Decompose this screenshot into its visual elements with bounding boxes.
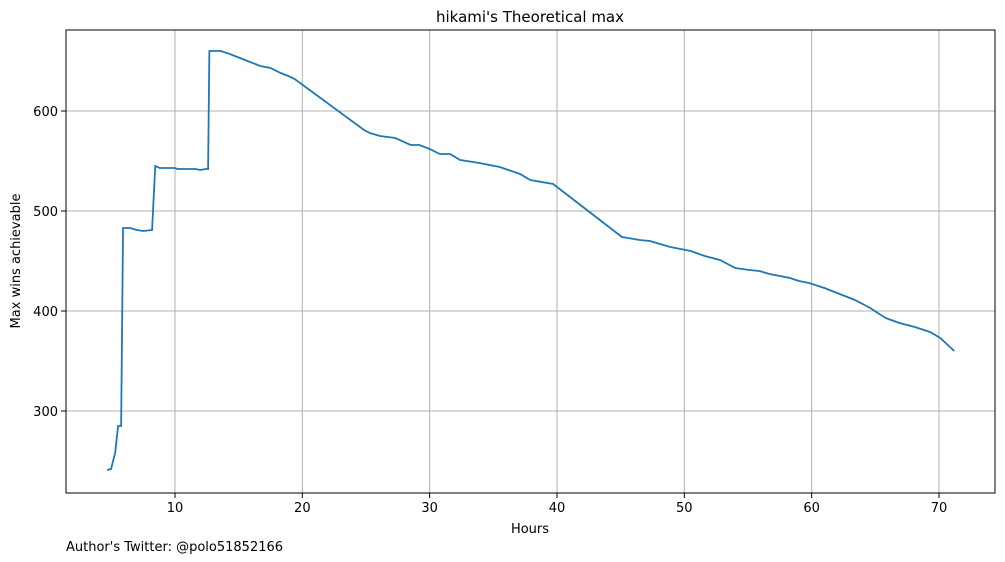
chart-title: hikami's Theoretical max	[436, 8, 624, 26]
y-tick-label: 600	[33, 105, 58, 120]
x-tick-label: 20	[294, 501, 311, 516]
x-tick-label: 50	[676, 501, 693, 516]
annotation: Author's Twitter: @polo51852166	[66, 540, 283, 555]
y-tick-label: 500	[33, 205, 58, 220]
x-tick-label: 10	[167, 501, 184, 516]
x-tick-label: 60	[803, 501, 820, 516]
x-axis-label: Hours	[511, 522, 549, 537]
y-axis-label: Max wins achievable	[9, 194, 24, 329]
line	[106, 50, 955, 471]
x-tick-label: 40	[549, 501, 566, 516]
plot-frame	[65, 29, 996, 494]
x-tick-label: 30	[421, 501, 438, 516]
y-tick-label: 400	[33, 305, 58, 320]
y-tick-label: 300	[33, 405, 58, 420]
x-tick-label: 70	[931, 501, 948, 516]
